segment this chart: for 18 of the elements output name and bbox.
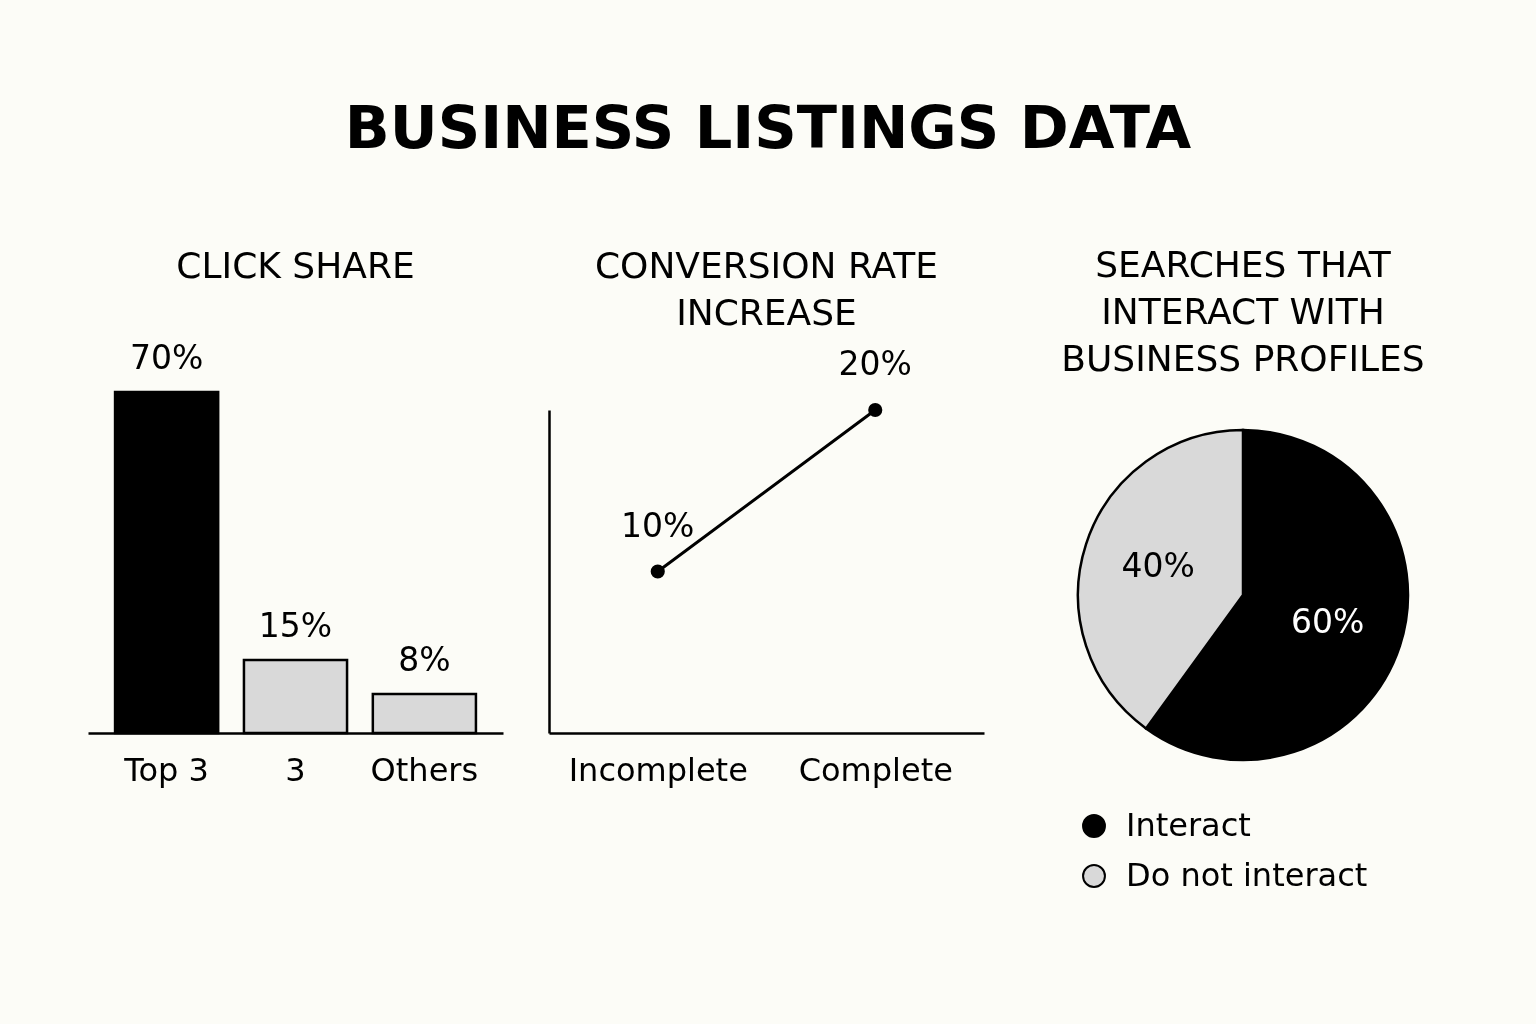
x-tick-label: Others <box>370 750 479 789</box>
x-tick-label: 3 <box>285 750 306 789</box>
x-tick-label: Top 3 <box>123 750 209 789</box>
data-label: 15% <box>258 605 333 645</box>
legend-label: Do not interact <box>1126 856 1368 894</box>
data-label: 40% <box>1121 546 1195 586</box>
x-tick-label: Complete <box>798 750 953 789</box>
data-label: 60% <box>1291 601 1365 641</box>
x-tick-label: Incomplete <box>568 750 748 789</box>
chart-title: CONVERSION RATE INCREASE <box>594 245 939 333</box>
chart-title: CLICK SHARE <box>176 245 415 286</box>
data-label: 70% <box>129 338 204 377</box>
data-label: 8% <box>398 640 451 680</box>
text: BUSINESS LISTINGS DATA <box>344 93 1192 162</box>
legend-label: Interact <box>1126 806 1251 844</box>
data-label: 10% <box>621 505 695 545</box>
chart-title: SEARCHES THAT INTERACT WITH BUSINESS PROFILES <box>1061 244 1425 379</box>
data-label: 20% <box>838 344 912 383</box>
